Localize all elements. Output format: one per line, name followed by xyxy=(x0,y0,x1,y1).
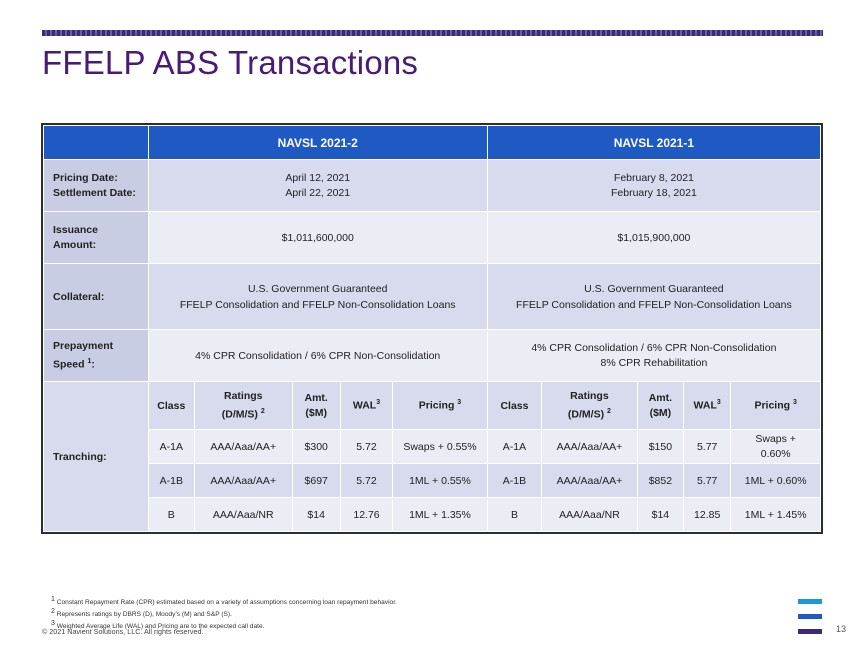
deal-name-2021-2: NAVSL 2021-2 xyxy=(147,125,488,160)
tranche-class: A-1B xyxy=(486,463,543,498)
deal-header-row: NAVSL 2021-2 NAVSL 2021-1 xyxy=(43,125,822,160)
prepayment-2021-1: 4% CPR Consolidation / 6% CPR Non-Consol… xyxy=(486,329,822,382)
tranche-class: B xyxy=(486,497,543,532)
footnote-2: 2 Represents ratings by DBRS (D), Moody'… xyxy=(51,608,232,619)
col-wal-a: WAL3 xyxy=(339,381,394,430)
tranche-wal: 12.85 xyxy=(683,497,732,532)
top-decorative-bar xyxy=(42,30,823,36)
issuance-2021-2: $1,011,600,000 xyxy=(147,211,488,264)
tranche-amt: $300 xyxy=(291,429,341,464)
tranche-amt: $852 xyxy=(636,463,685,498)
tranche-ratings: AAA/Aaa/NR xyxy=(541,497,638,532)
navient-bars-logo-icon xyxy=(798,599,822,635)
header-corner xyxy=(43,125,149,160)
collateral-row: Collateral: U.S. Government Guaranteed F… xyxy=(43,263,822,330)
tranche-wal: 12.76 xyxy=(339,497,394,532)
col-ratings-a: Ratings (D/M/S) 2 xyxy=(193,381,293,430)
collateral-2021-2: U.S. Government Guaranteed FFELP Consoli… xyxy=(147,263,488,330)
tranche-wal: 5.77 xyxy=(683,463,732,498)
collateral-2021-1: U.S. Government Guaranteed FFELP Consoli… xyxy=(486,263,822,330)
tranche-wal: 5.72 xyxy=(339,463,394,498)
tranche-wal: 5.72 xyxy=(339,429,394,464)
dates-row: Pricing Date: Settlement Date: April 12,… xyxy=(43,159,822,212)
tranche-pricing: Swaps + 0.60% xyxy=(730,429,821,464)
tranche-class: A-1A xyxy=(486,429,543,464)
dates-2021-2: April 12, 2021 April 22, 2021 xyxy=(147,159,488,212)
footnote-1: 1 Constant Repayment Rate (CPR) estimate… xyxy=(51,596,397,607)
page-number: 13 xyxy=(836,624,847,634)
footnotes: 1 Constant Repayment Rate (CPR) estimate… xyxy=(51,595,397,632)
issuance-label: Issuance Amount: xyxy=(43,211,149,264)
tranche-pricing: 1ML + 1.35% xyxy=(392,497,488,532)
deal-name-2021-1: NAVSL 2021-1 xyxy=(486,125,822,160)
copyright: © 2021 Navient Solutions, LLC. All right… xyxy=(42,627,204,636)
page-title: FFELP ABS Transactions xyxy=(42,44,419,81)
col-wal-b: WAL3 xyxy=(683,381,732,430)
col-pricing-a: Pricing 3 xyxy=(392,381,488,430)
col-amt-b: Amt. ($M) xyxy=(636,381,685,430)
tranche-header-row: Tranching: Class Ratings (D/M/S) 2 Amt. … xyxy=(43,381,821,532)
col-amt-a: Amt. ($M) xyxy=(291,381,341,430)
col-ratings-b: Ratings (D/M/S) 2 xyxy=(541,381,638,430)
tranche-amt: $150 xyxy=(636,429,685,464)
transactions-table: NAVSL 2021-2 NAVSL 2021-1 Pricing Date: … xyxy=(41,123,823,534)
tranche-class: B xyxy=(147,497,195,532)
tranching-label: Tranching: xyxy=(43,381,149,532)
dates-label: Pricing Date: Settlement Date: xyxy=(43,159,149,212)
col-class-b: Class xyxy=(486,381,543,430)
collateral-label: Collateral: xyxy=(43,263,149,330)
col-class-a: Class xyxy=(147,381,195,430)
col-pricing-b: Pricing 3 xyxy=(730,381,821,430)
issuance-2021-1: $1,015,900,000 xyxy=(486,211,822,264)
tranche-row: B AAA/Aaa/NR $14 12.76 1ML + 1.35% B AAA… xyxy=(44,497,821,532)
tranche-pricing: Swaps + 0.55% xyxy=(392,429,488,464)
tranche-amt: $697 xyxy=(291,463,341,498)
tranche-pricing: 1ML + 0.55% xyxy=(392,463,488,498)
tranche-pricing: 1ML + 1.45% xyxy=(730,497,821,532)
tranche-row: A-1B AAA/Aaa/AA+ $697 5.72 1ML + 0.55% A… xyxy=(44,463,821,498)
tranche-row: A-1A AAA/Aaa/AA+ $300 5.72 Swaps + 0.55%… xyxy=(44,429,821,464)
tranche-ratings: AAA/Aaa/AA+ xyxy=(193,429,293,464)
tranche-wal: 5.77 xyxy=(683,429,732,464)
prepayment-row: Prepayment Speed 1: 4% CPR Consolidation… xyxy=(43,329,822,382)
tranche-ratings: AAA/Aaa/NR xyxy=(193,497,293,532)
tranche-class: A-1A xyxy=(147,429,195,464)
prepayment-2021-2: 4% CPR Consolidation / 6% CPR Non-Consol… xyxy=(147,329,488,382)
dates-2021-1: February 8, 2021 February 18, 2021 xyxy=(486,159,822,212)
tranche-ratings: AAA/Aaa/AA+ xyxy=(541,463,638,498)
tranche-amt: $14 xyxy=(636,497,685,532)
footnote-3: 3 Weighted Average Life (WAL) and Pricin… xyxy=(51,620,265,631)
tranche-amt: $14 xyxy=(291,497,341,532)
tranche-pricing: 1ML + 0.60% xyxy=(730,463,821,498)
tranche-ratings: AAA/Aaa/AA+ xyxy=(193,463,293,498)
tranche-class: A-1B xyxy=(147,463,195,498)
issuance-row: Issuance Amount: $1,011,600,000 $1,015,9… xyxy=(43,211,822,264)
tranche-ratings: AAA/Aaa/AA+ xyxy=(541,429,638,464)
prepayment-label: Prepayment Speed 1: xyxy=(43,329,149,382)
